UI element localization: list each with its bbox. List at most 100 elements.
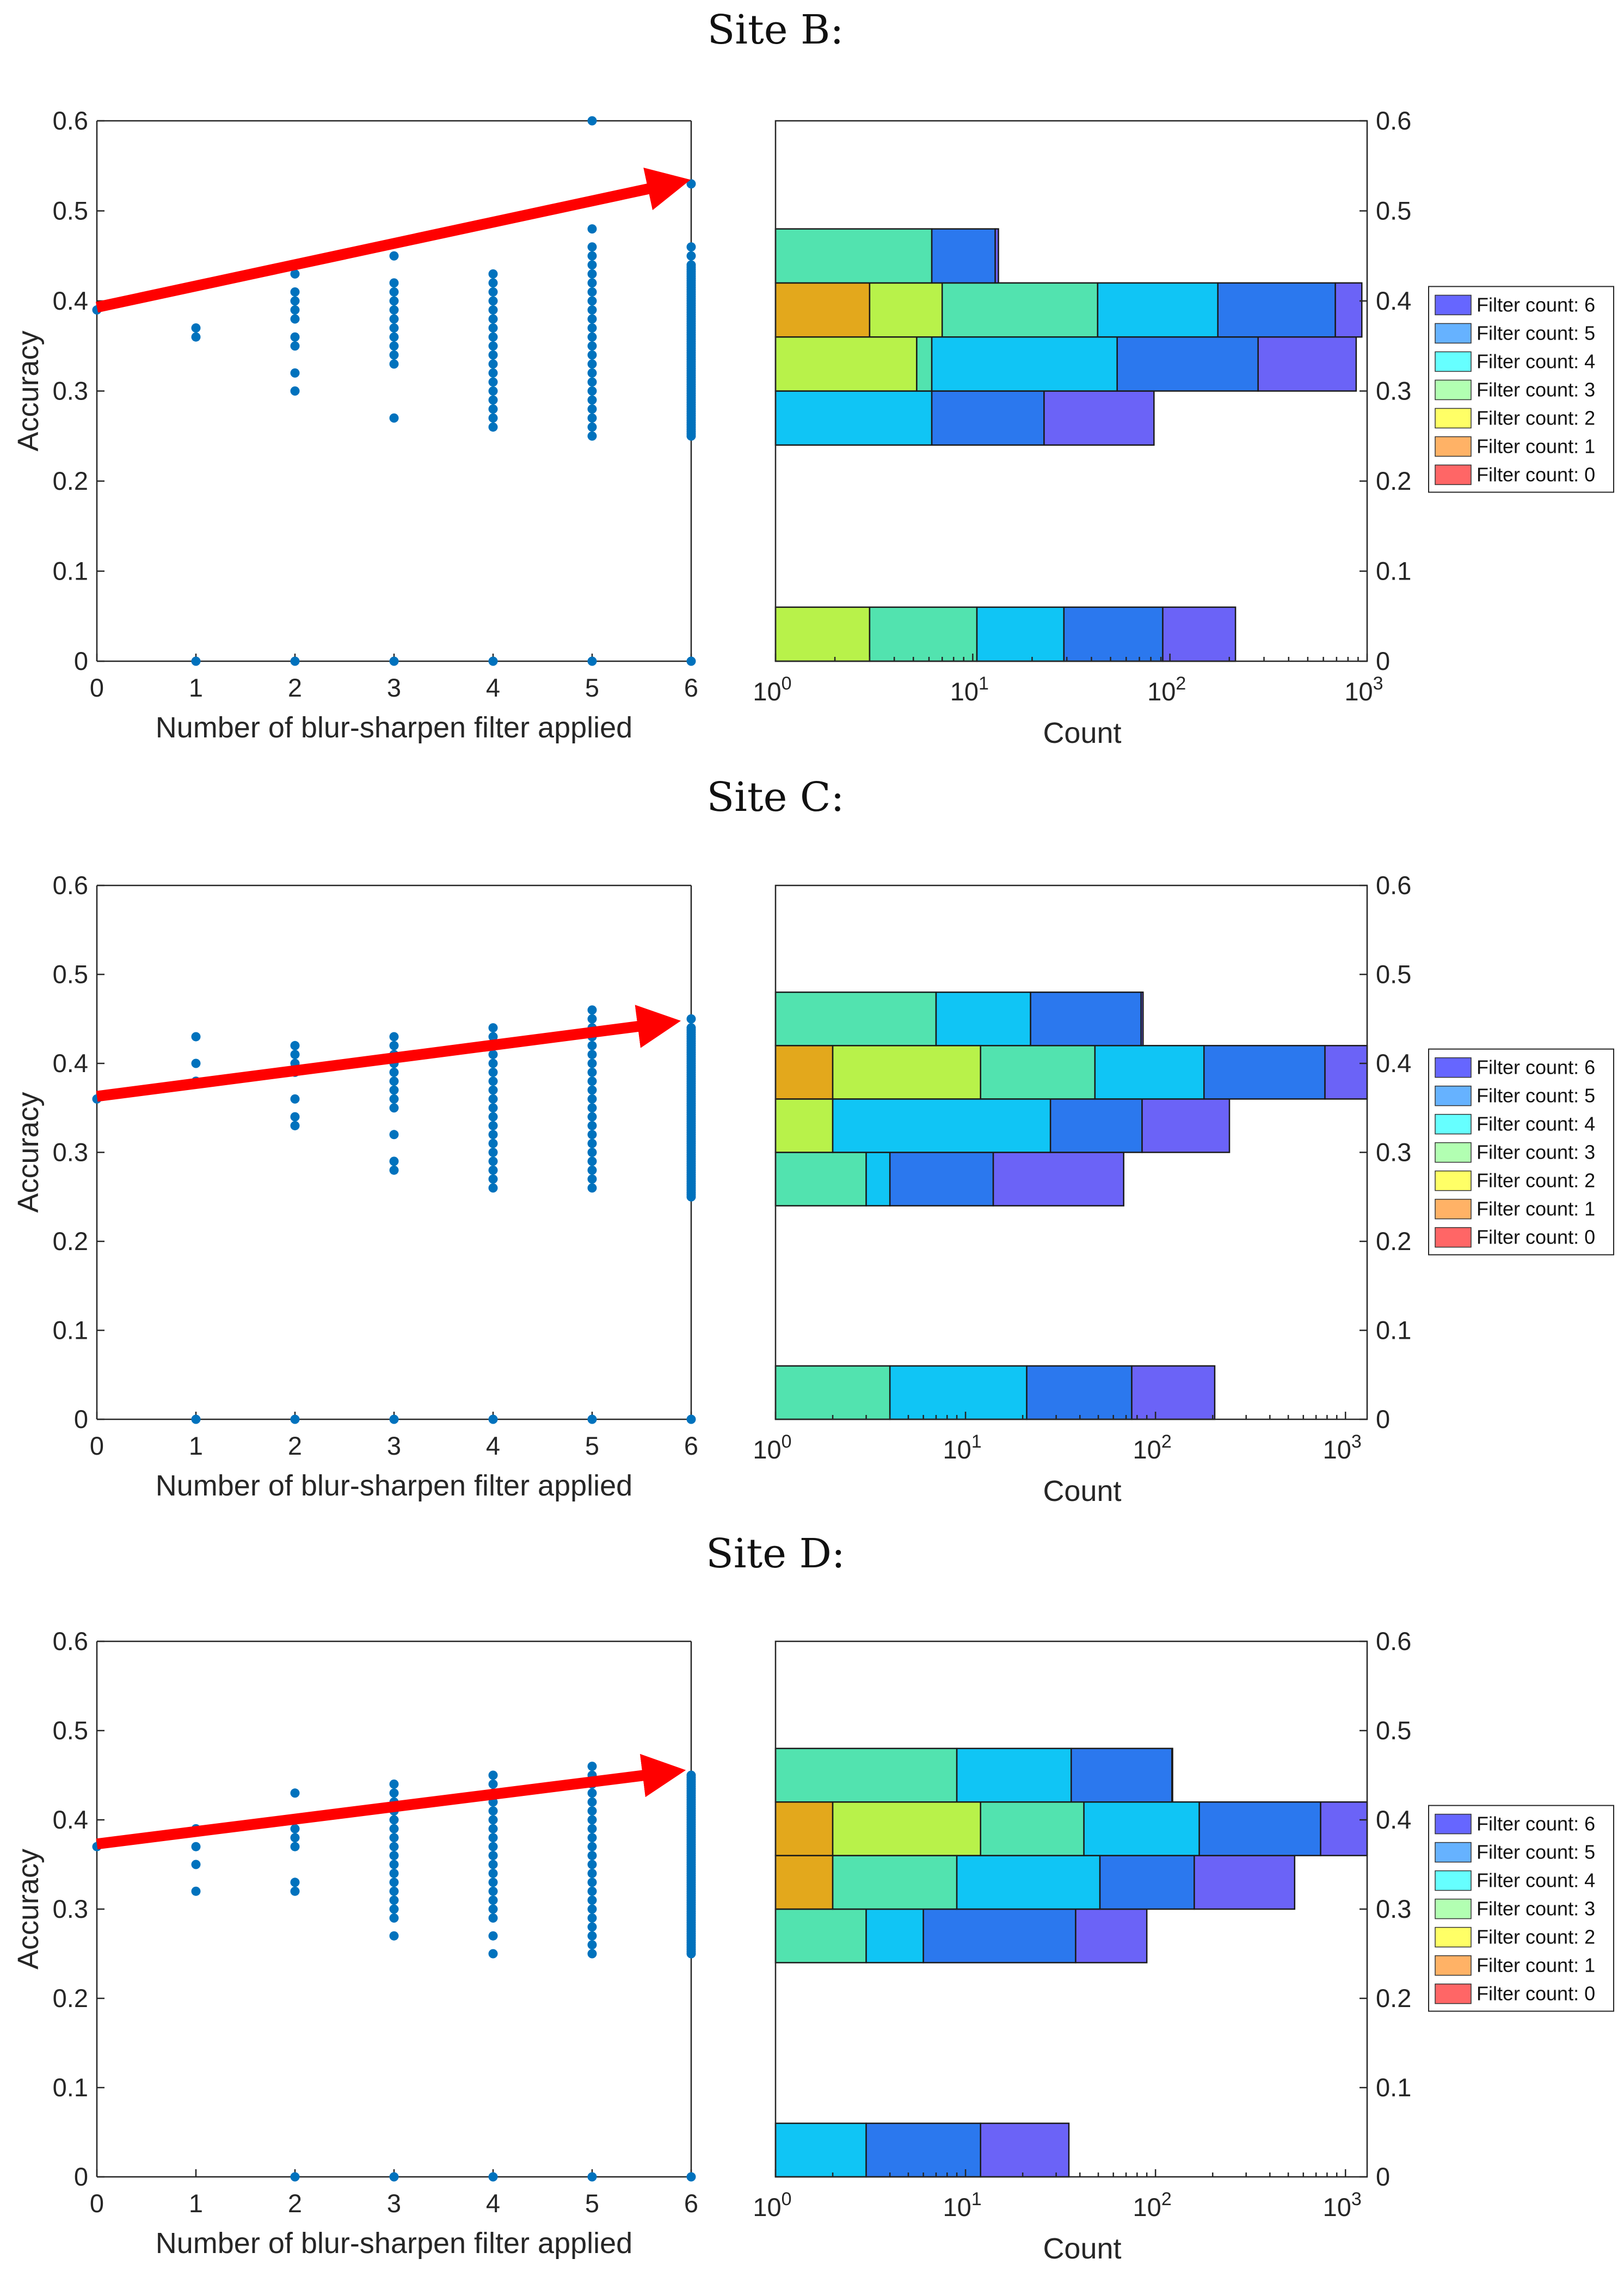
scatter-point [389,287,399,297]
scatter-point [587,1041,597,1050]
scatter-point [389,1779,399,1789]
histogram-bar-segment [774,1855,834,1910]
histogram-bar-segment [1257,336,1357,392]
legend-label: Filter count: 1 [1477,1198,1595,1220]
tick-exponent: 2 [1161,1431,1172,1452]
legend-item[interactable]: Filter count: 1 [1435,435,1595,457]
panel-3: Site D: 0 0.1 0.2 0.3 0.4 0.5 0.6 0 1 2 3 4 5 6 Number … [12,1530,1614,2265]
scatter-point [587,1806,597,1816]
legend-item[interactable]: Filter count: 3 [1435,1898,1595,1920]
histogram-bar-segment [774,1747,958,1803]
scatter-point [488,269,498,279]
scatter-point [488,332,498,342]
scatter-point [389,1860,399,1869]
tick-exponent: 3 [1351,1431,1362,1452]
scatter-point [686,1770,696,1780]
scatter-point [389,1094,399,1104]
histogram-x-tick-label: 102 [1133,2189,1172,2221]
histogram-bar-segment [994,228,999,284]
histogram-bar-segment [832,1801,981,1856]
legend-swatch [1435,1113,1472,1135]
legend-item[interactable]: Filter count: 3 [1435,378,1595,401]
legend-label: Filter count: 3 [1477,378,1595,401]
scatter-x-tick-label: 1 [189,2189,203,2218]
legend-item[interactable]: Filter count: 4 [1435,350,1595,372]
scatter-y-axis-label: Accuracy [12,330,45,451]
histogram-y-tick-label: 0.5 [1376,1716,1411,1745]
legend-item[interactable]: Filter count: 4 [1435,1113,1595,1135]
scatter-point [686,1023,696,1033]
histogram-y-tick-label: 0.2 [1376,1227,1411,1255]
histogram-y-tick-label: 0.3 [1376,377,1411,405]
scatter-point [290,1414,300,1424]
scatter-y-tick-label: 0.4 [53,1805,88,1834]
scatter-y-tick-label: 0.1 [53,557,88,586]
scatter-y-tick-label: 0.1 [53,2073,88,2102]
scatter-point [587,1904,597,1914]
legend-item[interactable]: Filter count: 6 [1435,1056,1595,1079]
trend-arrow [95,167,691,313]
scatter-point [389,1931,399,1941]
legend-item[interactable]: Filter count: 5 [1435,322,1595,344]
legend-item[interactable]: Filter count: 2 [1435,407,1595,429]
scatter-point [587,1148,597,1157]
histogram-bar-segment [832,1855,958,1910]
histogram-bar-segment [774,991,937,1047]
histogram-bar-segment [1030,991,1142,1047]
legend-item[interactable]: Filter count: 3 [1435,1141,1595,1164]
scatter-point [290,1112,300,1122]
legend-item[interactable]: Filter count: 6 [1435,1813,1595,1835]
scatter-point [389,341,399,351]
legend-item[interactable]: Filter count: 0 [1435,1983,1595,2005]
histogram-y-tick-label: 0.6 [1376,1627,1411,1655]
scatter-point [488,278,498,288]
histogram-bar-segment [774,1801,834,1856]
scatter-point [290,1878,300,1887]
histogram-bar-segment [1198,1801,1321,1856]
legend-item[interactable]: Filter count: 2 [1435,1170,1595,1192]
legend-label: Filter count: 6 [1477,1813,1595,1835]
scatter-point [488,1949,498,1959]
legend-item[interactable]: Filter count: 4 [1435,1869,1595,1892]
scatter-y-axis-label: Accuracy [12,1849,45,1970]
histogram-y-tick-label: 0.3 [1376,1894,1411,1923]
scatter-point [191,1414,201,1424]
scatter-x-tick-label: 1 [189,673,203,702]
scatter-point [587,1913,597,1923]
scatter-point [587,1842,597,1851]
histogram-bar-segment [1026,1365,1133,1420]
legend-label: Filter count: 4 [1477,1869,1595,1892]
scatter-point [290,656,300,666]
histogram-bar-segment [1131,1365,1216,1420]
scatter-point [488,1121,498,1130]
tick-base: 10 [1323,1435,1351,1464]
scatter-point [587,1788,597,1798]
scatter-point [488,1815,498,1825]
histogram-bar-segment [865,2122,981,2178]
tick-exponent: 0 [782,2189,792,2210]
histogram-bar-segment [774,606,871,662]
scatter-point [389,1895,399,1905]
legend-item[interactable]: Filter count: 5 [1435,1085,1595,1107]
legend-item[interactable]: Filter count: 2 [1435,1926,1595,1948]
histogram-bar-segment [774,1908,867,1964]
legend-item[interactable]: Filter count: 0 [1435,1226,1595,1248]
scatter-point [587,1851,597,1861]
legend-item[interactable]: Filter count: 0 [1435,463,1595,485]
scatter-point [488,1085,498,1095]
scatter-point [587,386,597,396]
histogram-x-tick-label: 101 [943,1431,981,1464]
histogram-y-tick-label: 0.4 [1376,1805,1411,1834]
scatter-point [389,1076,399,1086]
scatter-plot: 0 0.1 0.2 0.3 0.4 0.5 0.6 0 1 2 3 4 5 6 Number of blur… [12,1627,698,2260]
scatter-point [488,1913,498,1923]
scatter-plot: 0 0.1 0.2 0.3 0.4 0.5 0.6 0 1 2 3 4 5 6 Number of blur… [12,106,698,744]
tick-base: 10 [943,1435,971,1464]
scatter-point [587,1895,597,1905]
legend-item[interactable]: Filter count: 6 [1435,293,1595,316]
legend-swatch [1435,323,1472,344]
legend-swatch [1435,1813,1472,1835]
legend-item[interactable]: Filter count: 1 [1435,1198,1595,1220]
legend-item[interactable]: Filter count: 1 [1435,1954,1595,1977]
legend-item[interactable]: Filter count: 5 [1435,1841,1595,1863]
